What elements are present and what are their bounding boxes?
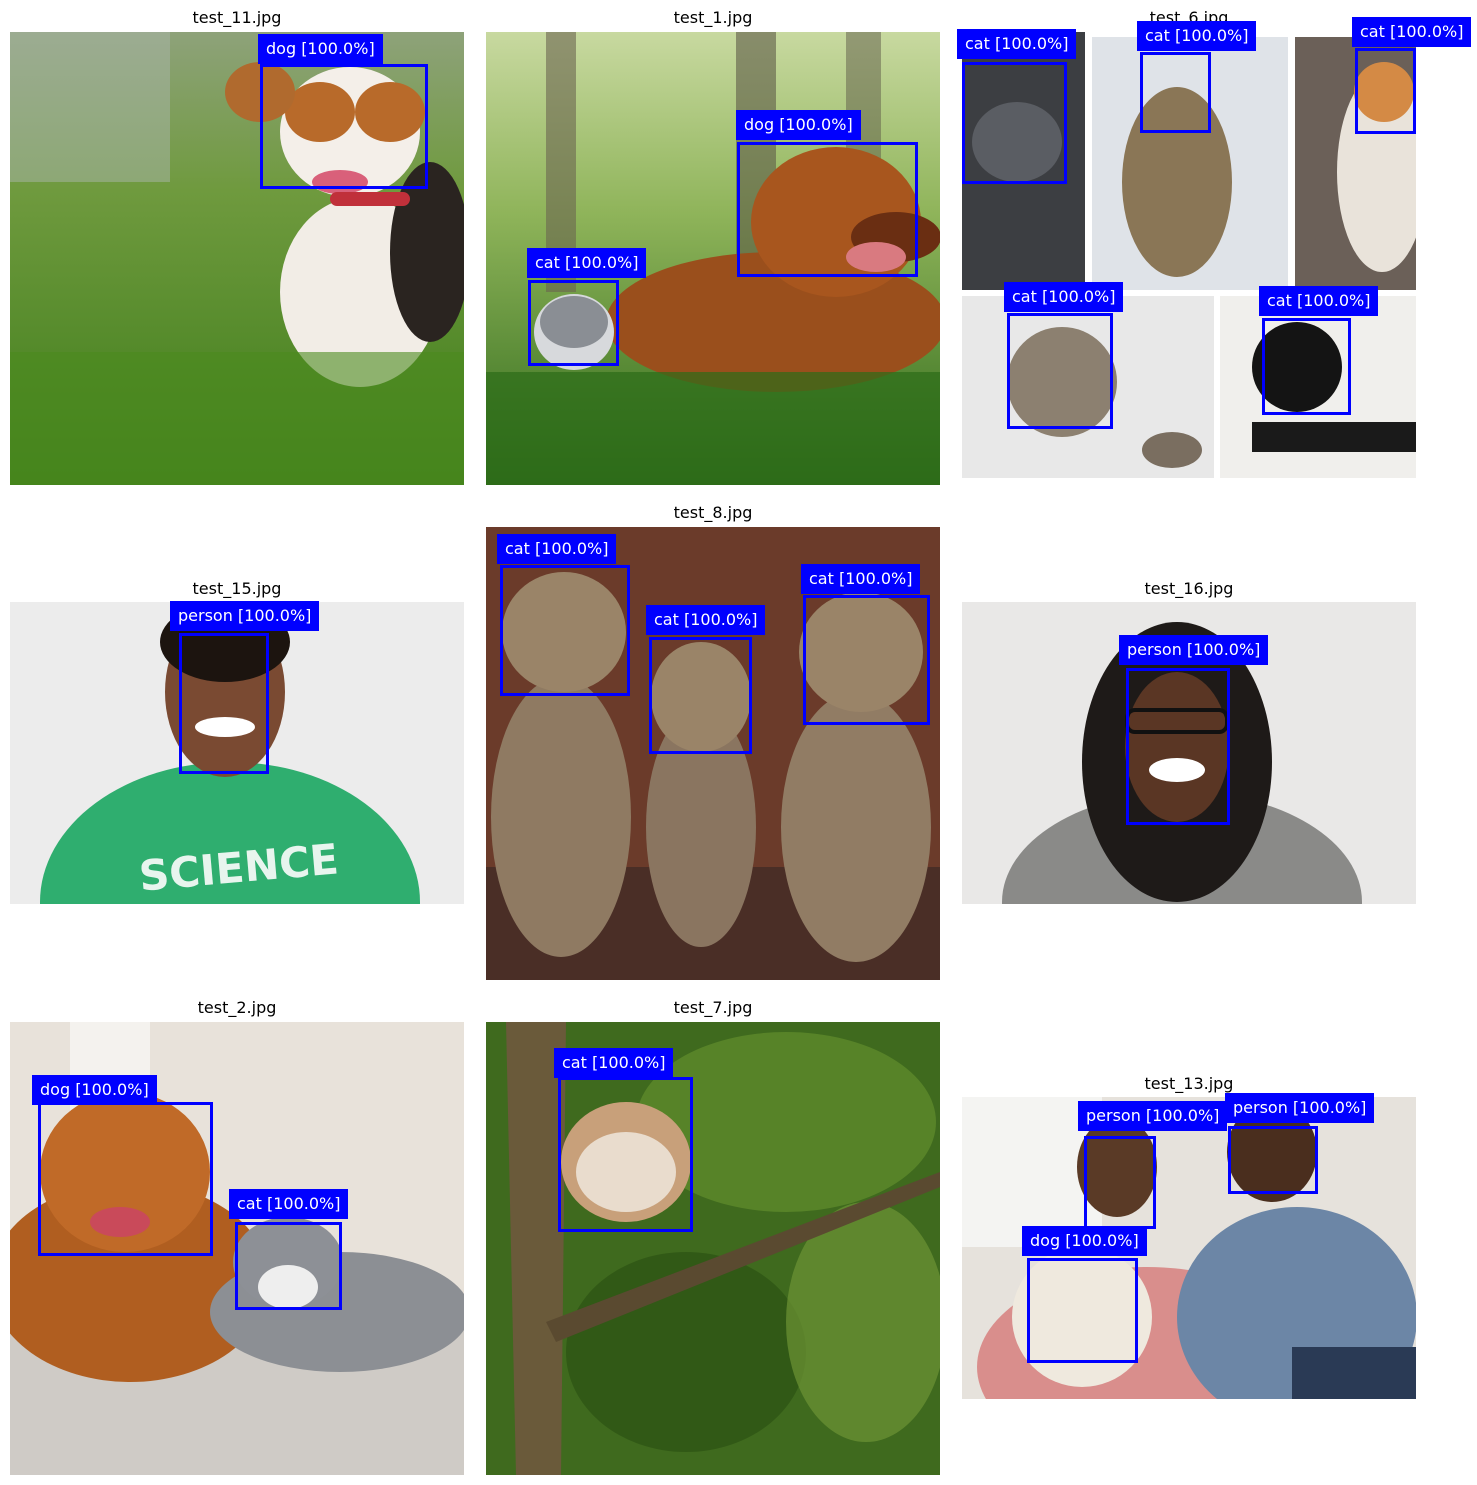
bounding-box	[1084, 1136, 1156, 1229]
photo-smiling-woman	[962, 602, 1416, 904]
photo-smiling-man: SCIENCE	[10, 602, 464, 904]
panel-test-7: cat [100.0%]	[486, 1022, 940, 1475]
detection-label: cat [100.0%]	[1352, 17, 1472, 47]
detection-label: cat [100.0%]	[957, 29, 1077, 59]
detection-label: dog [100.0%]	[736, 110, 861, 140]
bounding-box	[558, 1077, 693, 1232]
panel-title-test-1: test_1.jpg	[673, 8, 753, 27]
panel-title-test-8: test_8.jpg	[673, 503, 753, 522]
bounding-box	[1228, 1126, 1318, 1194]
bounding-box	[649, 637, 752, 754]
detection-label: cat [100.0%]	[229, 1189, 349, 1219]
panel-test-15: SCIENCE person [100.0%]	[10, 601, 464, 904]
detection-label: cat [100.0%]	[497, 534, 617, 564]
bounding-box	[1262, 318, 1351, 415]
detection-label: person [100.0%]	[1078, 1101, 1228, 1131]
bounding-box	[1355, 48, 1416, 134]
panel-title-test-7: test_7.jpg	[673, 998, 753, 1017]
photo-cat-collage	[962, 32, 1416, 478]
detection-label: person [100.0%]	[1225, 1093, 1375, 1123]
photo-three-kittens	[486, 527, 940, 980]
bounding-box	[737, 142, 918, 277]
bounding-box	[528, 280, 619, 366]
detection-label: dog [100.0%]	[32, 1075, 157, 1105]
panel-title-test-16: test_16.jpg	[1144, 579, 1234, 598]
photo-beagle-running	[10, 32, 464, 485]
bounding-box	[1007, 313, 1113, 429]
bounding-box	[803, 595, 930, 725]
panel-test-16: person [100.0%]	[962, 602, 1416, 904]
panel-title-test-13: test_13.jpg	[1144, 1074, 1234, 1093]
detection-label: cat [100.0%]	[1004, 282, 1124, 312]
detection-label: cat [100.0%]	[554, 1048, 674, 1078]
bounding-box	[1126, 668, 1230, 825]
panel-title-test-15: test_15.jpg	[192, 579, 282, 598]
bounding-box	[962, 62, 1067, 184]
bounding-box	[500, 565, 630, 696]
panel-test-11: dog [100.0%]	[10, 32, 464, 485]
detection-label: cat [100.0%]	[1259, 286, 1379, 316]
detection-label: person [100.0%]	[170, 601, 320, 631]
panel-test-1: dog [100.0%] cat [100.0%]	[486, 32, 940, 485]
panel-test-6: cat [100.0%] cat [100.0%] cat [100.0%] c…	[957, 17, 1472, 478]
panel-test-13: person [100.0%] person [100.0%] dog [100…	[962, 1093, 1416, 1399]
detection-label: cat [100.0%]	[1137, 21, 1257, 51]
detection-label: person [100.0%]	[1119, 635, 1269, 665]
detection-label: cat [100.0%]	[527, 248, 647, 278]
detection-label: dog [100.0%]	[1022, 1226, 1147, 1256]
panel-title-test-2: test_2.jpg	[197, 998, 277, 1017]
panel-title-test-11: test_11.jpg	[192, 8, 282, 27]
bounding-box	[260, 64, 428, 189]
bounding-box	[38, 1102, 213, 1256]
panel-test-2: dog [100.0%] cat [100.0%]	[10, 1022, 464, 1475]
detection-label: cat [100.0%]	[646, 605, 766, 635]
detection-label: dog [100.0%]	[258, 34, 383, 64]
detection-label: cat [100.0%]	[801, 564, 921, 594]
bounding-box	[1027, 1258, 1138, 1363]
bounding-box	[235, 1222, 342, 1310]
bounding-box	[1140, 52, 1211, 133]
panel-test-8: cat [100.0%] cat [100.0%] cat [100.0%]	[486, 527, 940, 980]
bounding-box	[179, 633, 269, 774]
photo-kitten-in-tree	[486, 1022, 940, 1475]
